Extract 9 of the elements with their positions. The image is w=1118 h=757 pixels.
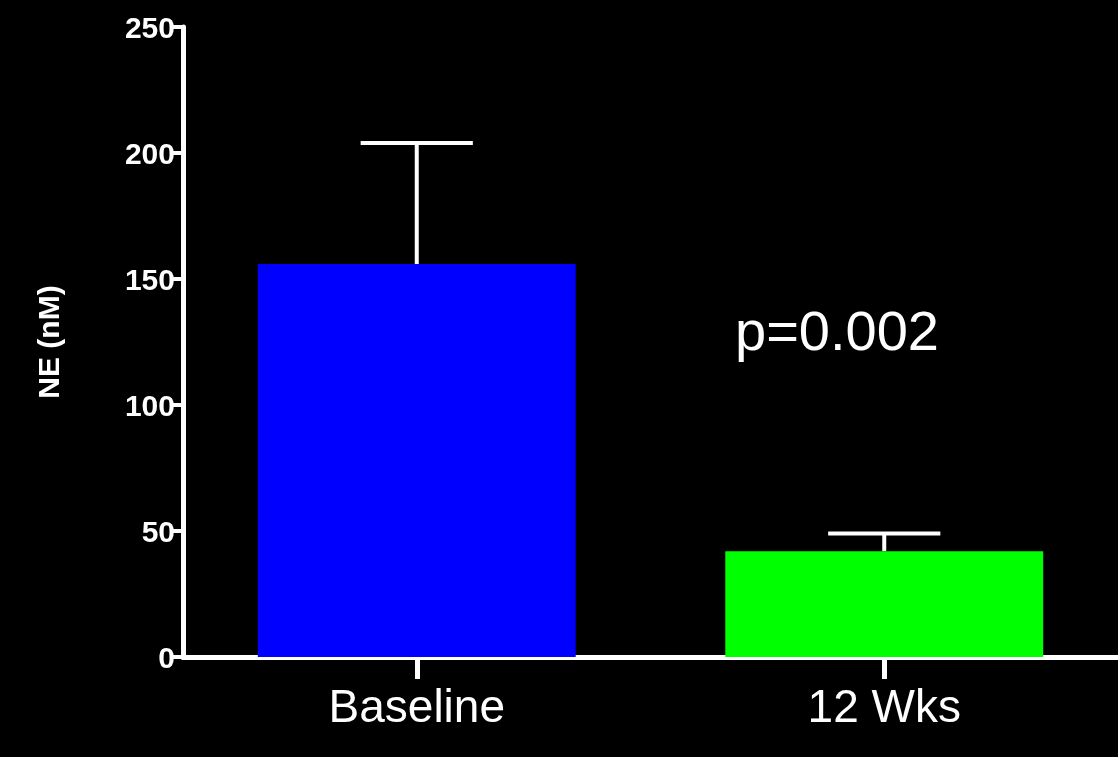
y-tick-label: 100 bbox=[124, 388, 175, 422]
annotation: p=0.002 bbox=[735, 298, 939, 362]
y-tick-label: 200 bbox=[124, 136, 175, 170]
y-axis-title: NE (nM) bbox=[31, 285, 65, 399]
y-tick-label: 50 bbox=[141, 514, 175, 548]
y-tick-label: 150 bbox=[124, 262, 175, 296]
x-tick-label: Baseline bbox=[328, 680, 505, 732]
x-tick-label: 12 Wks bbox=[807, 680, 961, 732]
y-tick-label: 250 bbox=[124, 10, 175, 44]
